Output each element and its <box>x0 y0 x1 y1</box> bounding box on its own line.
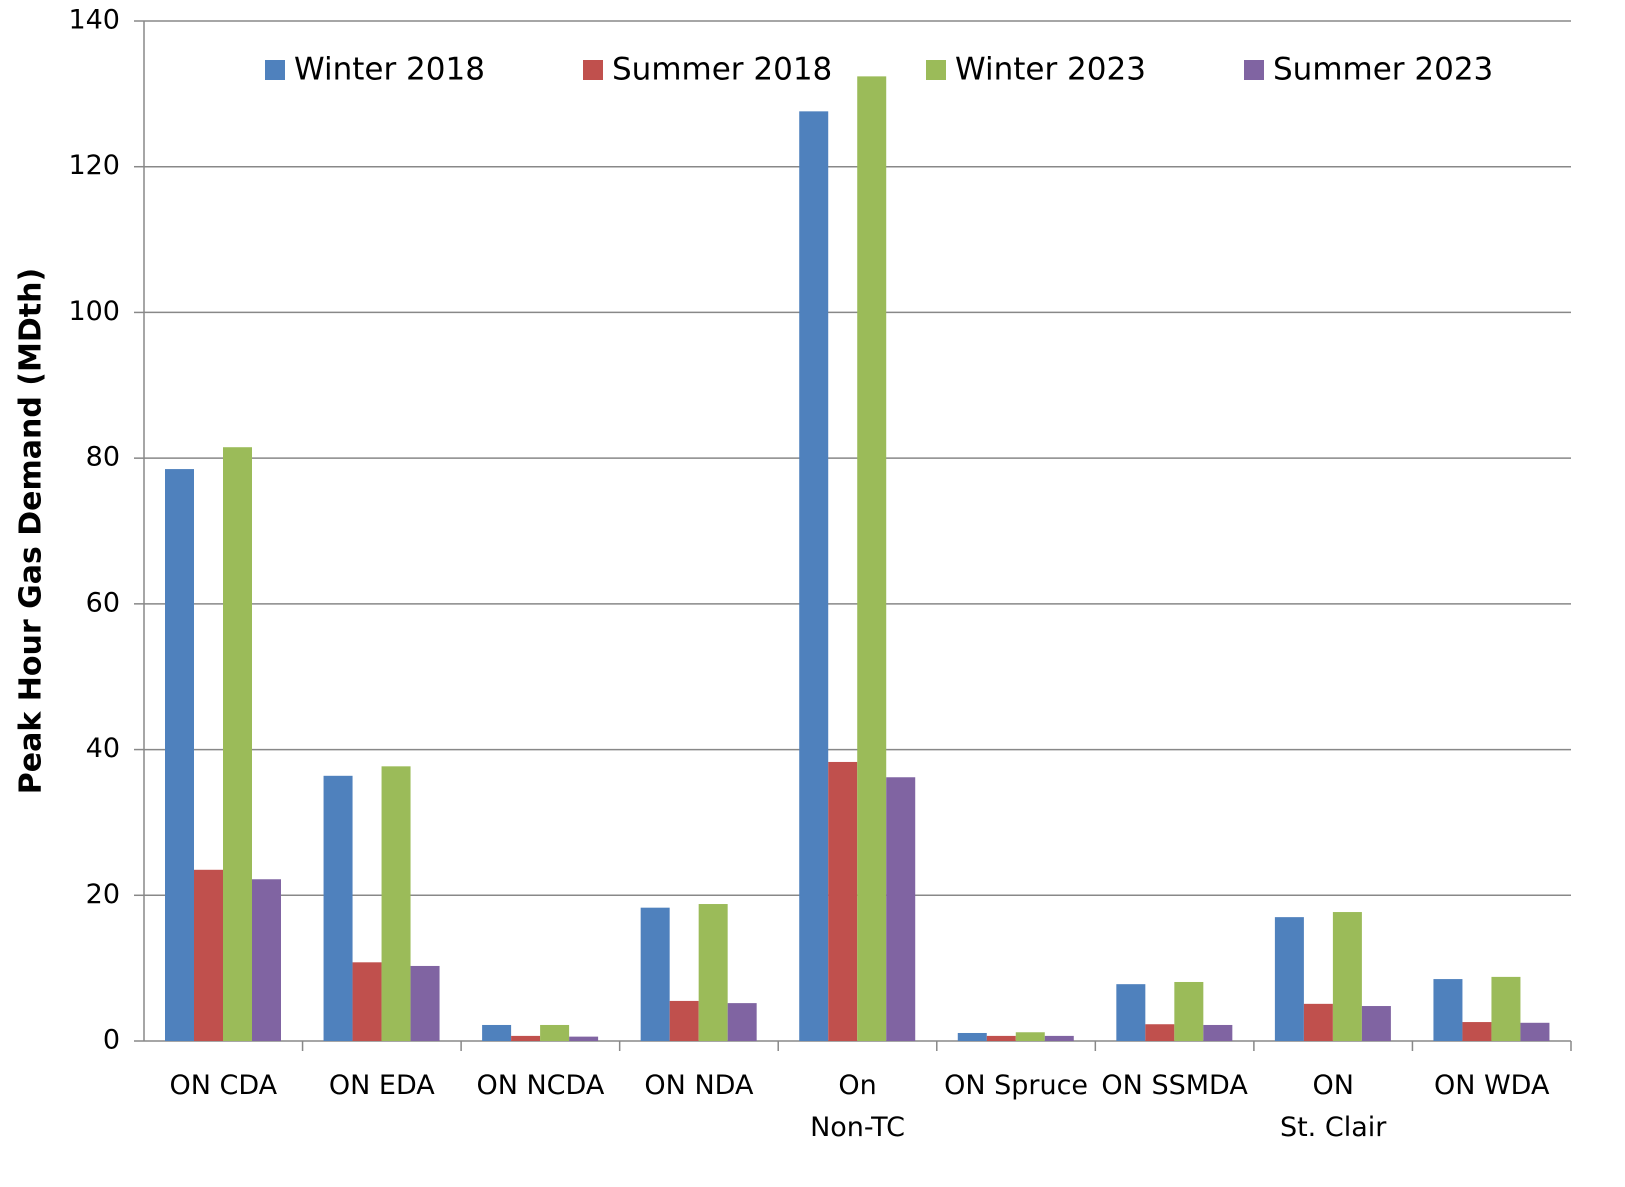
bar <box>1274 917 1304 1041</box>
x-tick-label: ON WDA <box>1434 1070 1550 1101</box>
legend-swatch <box>583 60 603 80</box>
x-tick-label: ON SSMDA <box>1101 1070 1248 1101</box>
bar <box>1520 1022 1550 1041</box>
bar <box>1174 981 1204 1041</box>
y-tick-label: 80 <box>86 442 120 473</box>
x-tick-label: ON Spruce <box>944 1070 1088 1101</box>
bar <box>540 1024 570 1041</box>
bar <box>1044 1035 1074 1041</box>
x-tick-label: ON CDA <box>169 1070 277 1101</box>
x-tick-label: ON EDA <box>329 1070 435 1101</box>
x-tick-label: On Non-TC <box>810 1070 905 1143</box>
bar <box>1332 912 1362 1041</box>
legend-label: Summer 2018 <box>612 52 832 88</box>
y-tick-label: 120 <box>68 150 120 181</box>
bar <box>1361 1006 1391 1041</box>
y-tick-label: 140 <box>68 5 120 36</box>
legend-label: Winter 2023 <box>955 52 1146 88</box>
bar <box>828 761 858 1041</box>
bar <box>957 1032 987 1041</box>
bar <box>640 907 670 1041</box>
bar <box>1462 1022 1492 1041</box>
bar <box>252 879 281 1041</box>
bar <box>569 1036 599 1041</box>
bar <box>1491 976 1521 1041</box>
y-tick-label: 40 <box>86 733 120 764</box>
y-tick-label: 100 <box>68 296 120 327</box>
bar <box>727 1003 757 1041</box>
bar <box>886 777 916 1041</box>
bar <box>352 962 382 1041</box>
x-tick-label: ON NDA <box>644 1070 754 1101</box>
bar <box>857 76 887 1041</box>
legend-swatch <box>1244 60 1264 80</box>
bar <box>410 965 440 1041</box>
bar <box>1433 979 1463 1041</box>
bar <box>1303 1003 1333 1041</box>
bar <box>698 904 728 1041</box>
bar <box>1145 1024 1175 1041</box>
bar <box>223 447 252 1041</box>
bar <box>986 1035 1016 1041</box>
bar <box>669 1000 699 1041</box>
bar <box>511 1035 541 1041</box>
legend-label: Summer 2023 <box>1273 52 1493 88</box>
y-axis-title: Peak Hour Gas Demand (MDth) <box>14 268 49 794</box>
x-tick-label: ON NCDA <box>476 1070 604 1101</box>
bar <box>165 469 194 1042</box>
legend-label: Winter 2018 <box>294 52 485 88</box>
legend-swatch <box>265 60 285 80</box>
bar <box>1116 984 1146 1041</box>
bar <box>381 766 411 1041</box>
bar <box>1015 1032 1045 1041</box>
bar <box>194 869 223 1041</box>
bar <box>799 111 829 1042</box>
bar <box>1203 1024 1233 1041</box>
bar <box>482 1024 512 1041</box>
y-tick-label: 20 <box>86 879 120 910</box>
y-tick-label: 0 <box>103 1025 120 1056</box>
y-tick-label: 60 <box>86 587 120 618</box>
legend-swatch <box>926 60 946 80</box>
x-tick-label: ON St. Clair <box>1280 1070 1387 1143</box>
bar <box>323 775 353 1041</box>
